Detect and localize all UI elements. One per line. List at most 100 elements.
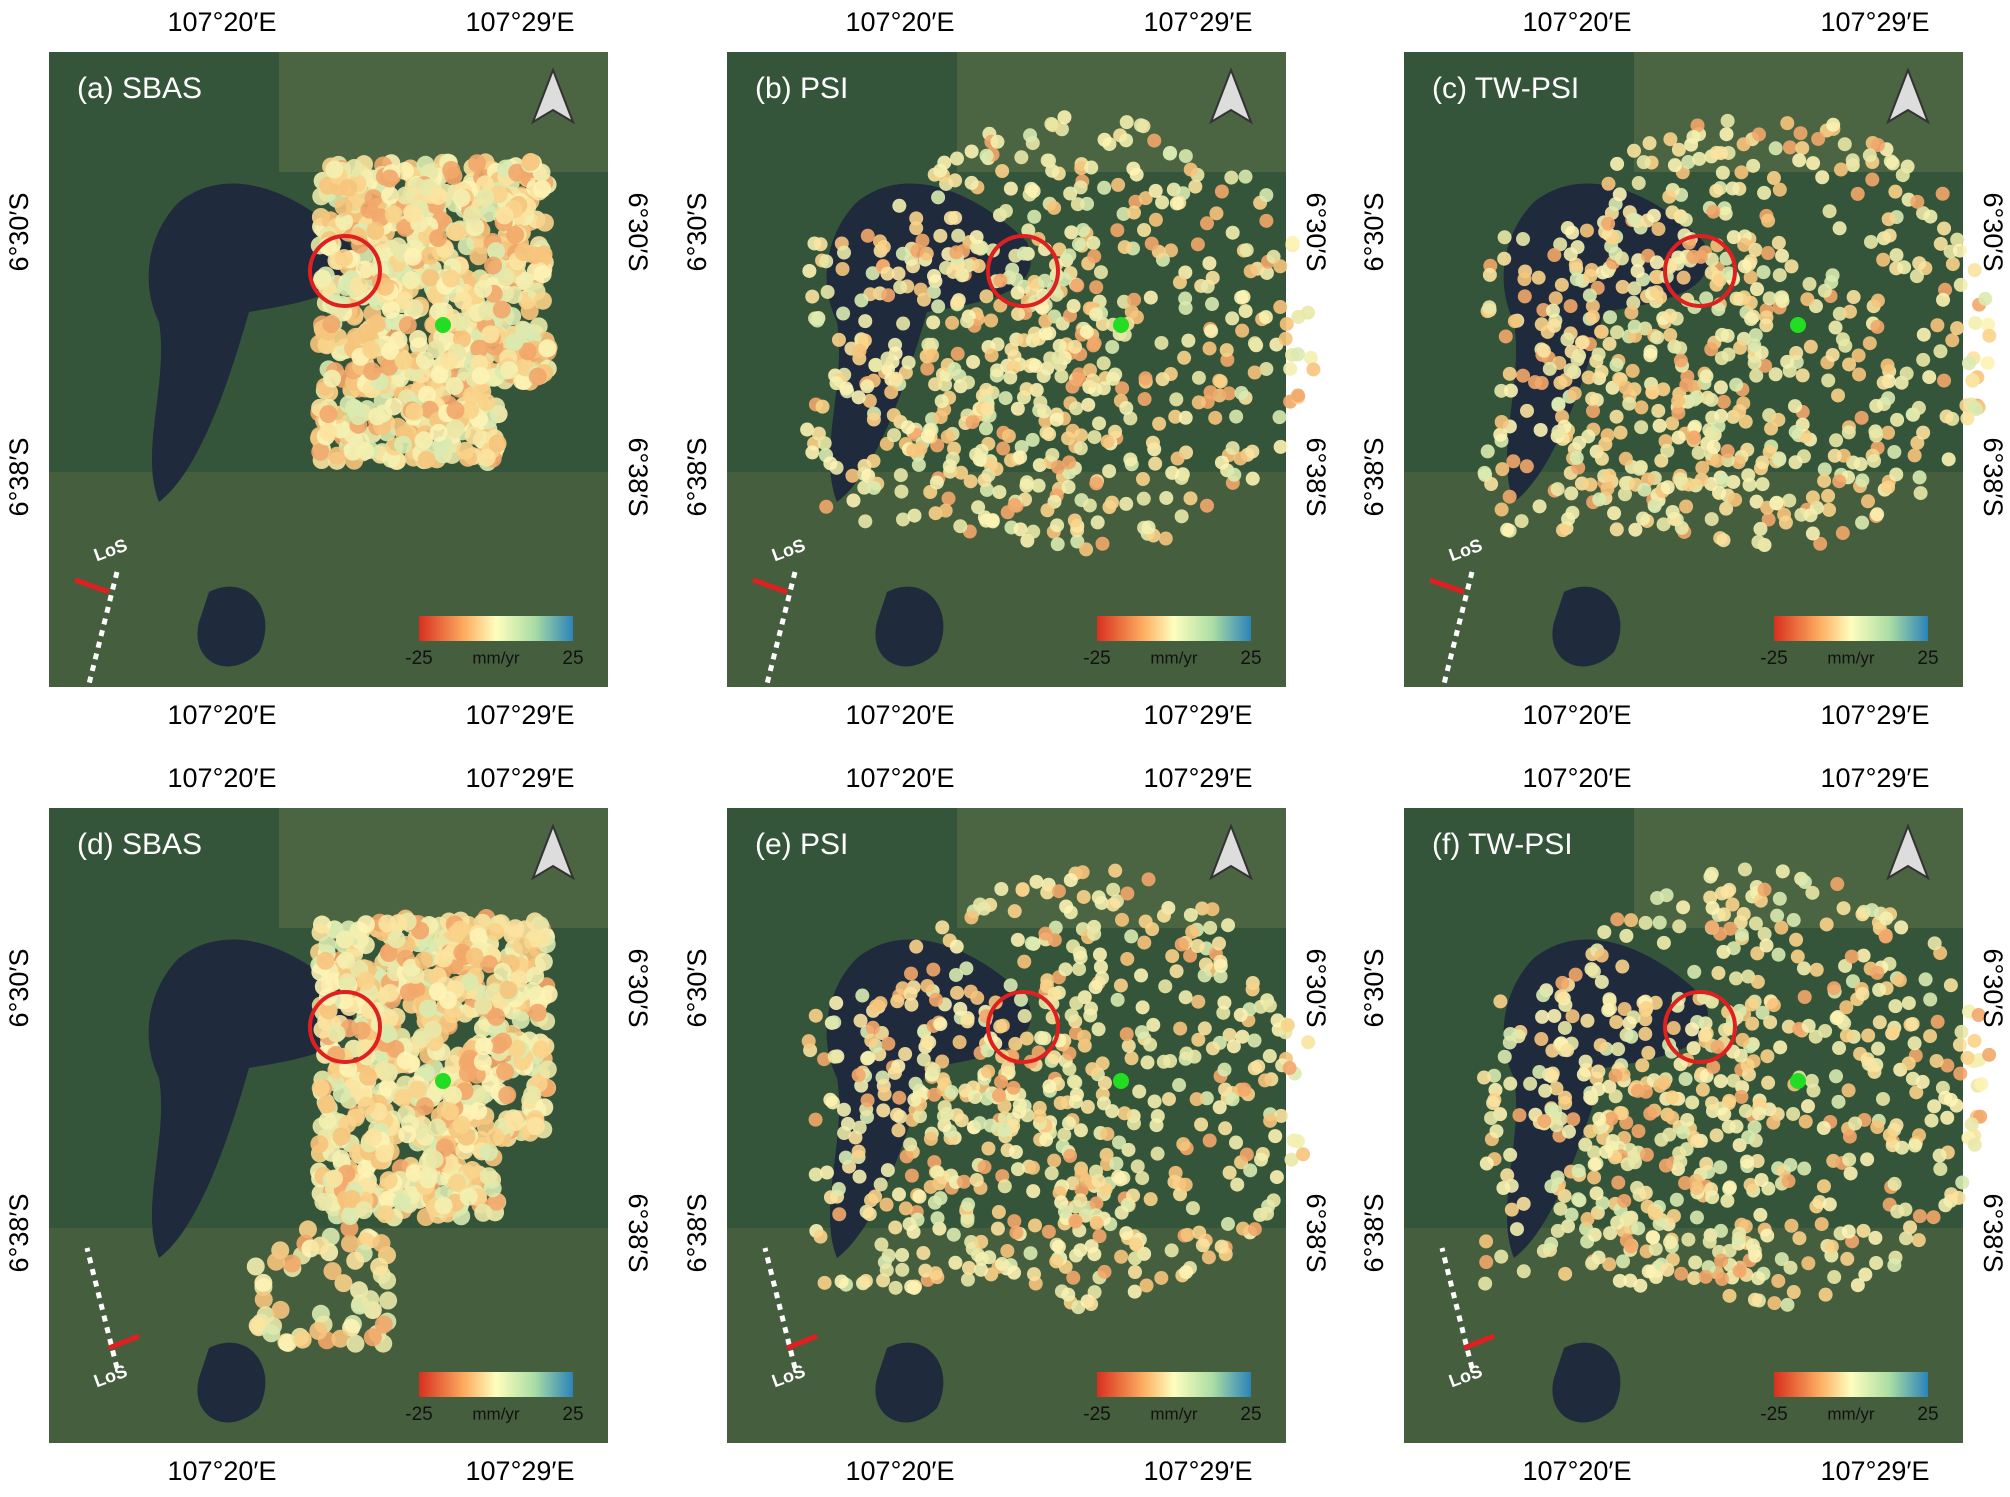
measurement-point [1689,1210,1704,1225]
measurement-point [1624,913,1639,928]
measurement-point [1757,927,1772,942]
reference-point [1790,1073,1806,1089]
measurement-point [346,1334,365,1353]
lon-label: 107°29′E [1821,763,1930,793]
measurement-point [1603,1226,1618,1241]
colorbar-unit: mm/yr [1150,648,1198,667]
measurement-point [990,363,1005,378]
measurement-point [1729,291,1744,306]
measurement-point [403,205,422,224]
measurement-point [1047,1153,1062,1168]
measurement-point [342,1189,361,1208]
measurement-point [1057,1204,1072,1219]
measurement-point [1732,404,1747,419]
measurement-point [1885,1025,1900,1040]
measurement-point [1615,959,1630,974]
measurement-point [926,962,941,977]
measurement-point [1663,1235,1678,1250]
measurement-point [1638,1026,1653,1041]
measurement-point [1793,126,1808,141]
measurement-point [1916,425,1931,440]
measurement-point [1681,1232,1696,1247]
measurement-point [1551,424,1566,439]
measurement-point [457,237,476,256]
measurement-point [909,211,924,226]
lat-label: 6°30′S [1359,949,1389,1028]
measurement-point [1582,288,1597,303]
measurement-point [1082,498,1097,513]
measurement-point [378,914,397,933]
measurement-point [998,391,1013,406]
measurement-point [362,340,381,359]
colorbar-min: -25 [1760,648,1787,669]
measurement-point [906,443,921,458]
measurement-point [1673,341,1688,356]
measurement-point [1634,420,1649,435]
measurement-point [1718,206,1733,221]
measurement-point [1177,350,1192,365]
measurement-point [960,375,975,390]
measurement-point [1550,1223,1565,1238]
measurement-point [1134,1025,1149,1040]
measurement-point [1191,370,1206,385]
measurement-point [1245,444,1260,459]
measurement-point [1038,326,1053,341]
measurement-point [1532,499,1547,514]
measurement-point [1855,986,1870,1001]
measurement-point [1168,409,1183,424]
measurement-point [1066,1270,1081,1285]
measurement-point [487,1192,506,1211]
colorbar [1774,616,1928,641]
measurement-point [1553,237,1568,252]
measurement-point [1856,1223,1871,1238]
measurement-point [1155,372,1170,387]
measurement-point [1123,452,1138,467]
measurement-point [1016,246,1031,261]
measurement-point [444,1055,463,1074]
measurement-point [1676,900,1691,915]
measurement-point [1138,371,1153,386]
measurement-point [1119,133,1134,148]
measurement-point [316,951,335,970]
measurement-point [1781,1174,1796,1189]
measurement-point [1179,1265,1194,1280]
measurement-point [480,955,499,974]
measurement-point [1800,292,1815,307]
measurement-point [933,163,948,178]
measurement-point [381,300,400,319]
measurement-point [1876,375,1891,390]
measurement-point [851,1068,866,1083]
measurement-point [903,986,918,1001]
measurement-point [493,1032,512,1051]
measurement-point [335,930,354,949]
measurement-point [1753,893,1768,908]
measurement-point [827,1015,842,1030]
measurement-point [435,1138,454,1157]
measurement-point [1609,409,1624,424]
measurement-point [525,246,544,265]
measurement-point [1245,471,1260,486]
measurement-point [1712,485,1727,500]
colorbar [1097,616,1251,641]
measurement-point [1495,462,1510,477]
measurement-point [1564,1207,1579,1222]
measurement-point [1279,316,1294,331]
lon-label: 107°20′E [846,1456,955,1486]
measurement-point [1639,1147,1654,1162]
measurement-point [1190,938,1205,953]
measurement-point [1259,188,1274,203]
measurement-point [1286,1133,1301,1148]
measurement-point [1774,1252,1789,1267]
measurement-point [1704,342,1719,357]
measurement-point [418,999,437,1018]
measurement-point [1937,373,1952,388]
measurement-point [1974,1077,1989,1092]
measurement-point [477,448,496,467]
measurement-point [1816,1121,1831,1136]
measurement-point [1029,383,1044,398]
measurement-point [1009,1225,1024,1240]
measurement-point [338,973,357,992]
measurement-point [1214,1239,1229,1254]
measurement-point [1027,1218,1042,1233]
los-arrow [1429,577,1465,595]
